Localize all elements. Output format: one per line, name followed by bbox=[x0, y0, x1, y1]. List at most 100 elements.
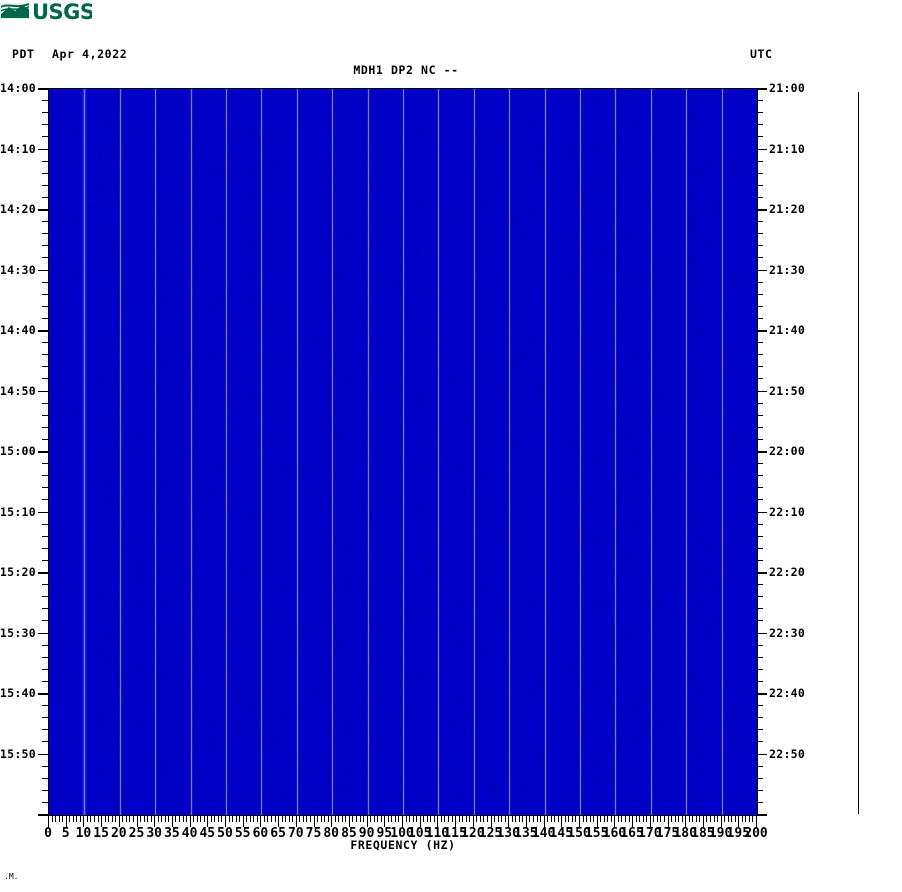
freq-tick-minor bbox=[321, 816, 322, 822]
time-tick-minor bbox=[42, 705, 48, 706]
freq-tick-minor bbox=[657, 816, 658, 822]
freq-tick-minor bbox=[519, 816, 520, 822]
freq-tick-minor bbox=[593, 816, 594, 822]
freq-tick-minor bbox=[444, 816, 445, 822]
freq-tick-minor bbox=[696, 816, 697, 822]
time-tick-minor bbox=[42, 584, 48, 585]
freq-tick-minor bbox=[480, 816, 481, 822]
freq-tick-minor bbox=[494, 816, 495, 822]
time-tick-minor bbox=[757, 584, 763, 585]
freq-tick-minor bbox=[80, 816, 81, 822]
freq-tick-minor bbox=[186, 816, 187, 822]
time-tick-minor bbox=[757, 487, 763, 488]
time-tick-minor bbox=[757, 161, 763, 162]
freq-tick-minor bbox=[147, 816, 148, 822]
spectrogram-image bbox=[49, 89, 757, 815]
freq-tick-minor bbox=[423, 816, 424, 822]
freq-tick-minor bbox=[448, 816, 449, 822]
freq-tick-minor bbox=[218, 816, 219, 822]
freq-tick-minor bbox=[476, 816, 477, 822]
freq-tick-minor bbox=[370, 816, 371, 822]
freq-tick-minor bbox=[211, 816, 212, 822]
freq-tick-minor bbox=[175, 816, 176, 822]
time-tick-minor bbox=[42, 657, 48, 658]
time-tick-major bbox=[38, 270, 48, 272]
freq-tick-minor bbox=[572, 816, 573, 822]
freq-tick-minor bbox=[165, 816, 166, 822]
time-tick-minor bbox=[42, 282, 48, 283]
time-tick-minor bbox=[757, 221, 763, 222]
time-tick-minor bbox=[757, 766, 763, 767]
freq-tick-minor bbox=[363, 816, 364, 822]
time-tick-minor bbox=[42, 741, 48, 742]
left-time-label: 15:40 bbox=[0, 686, 36, 700]
time-tick-major bbox=[757, 754, 767, 756]
time-tick-minor bbox=[42, 403, 48, 404]
corner-mark: .M. bbox=[4, 872, 18, 881]
freq-tick-minor bbox=[752, 816, 753, 822]
time-tick-minor bbox=[42, 778, 48, 779]
time-tick-minor bbox=[757, 524, 763, 525]
freq-tick-minor bbox=[168, 816, 169, 822]
freq-tick-minor bbox=[413, 816, 414, 822]
freq-tick-minor bbox=[303, 816, 304, 822]
left-time-label: 15:20 bbox=[0, 565, 36, 579]
freq-tick-minor bbox=[129, 816, 130, 822]
time-tick-minor bbox=[42, 729, 48, 730]
freq-tick-minor bbox=[299, 816, 300, 822]
left-time-label: 15:50 bbox=[0, 747, 36, 761]
freq-tick-minor bbox=[710, 816, 711, 822]
freq-tick-minor bbox=[575, 816, 576, 822]
freq-tick-minor bbox=[388, 816, 389, 822]
freq-tick-minor bbox=[689, 816, 690, 822]
time-tick-minor bbox=[42, 790, 48, 791]
freq-tick-minor bbox=[671, 816, 672, 822]
time-tick-major bbox=[757, 391, 767, 393]
right-time-label: 21:20 bbox=[769, 202, 805, 216]
freq-tick-minor bbox=[537, 816, 538, 822]
freq-tick-minor bbox=[374, 816, 375, 822]
freq-tick-minor bbox=[250, 816, 251, 822]
time-tick-major bbox=[757, 209, 767, 211]
freq-tick-minor bbox=[434, 816, 435, 822]
left-time-label: 14:40 bbox=[0, 323, 36, 337]
time-tick-minor bbox=[757, 100, 763, 101]
time-tick-minor bbox=[42, 560, 48, 561]
freq-tick-minor bbox=[257, 816, 258, 822]
freq-tick-minor bbox=[462, 816, 463, 822]
time-tick-major bbox=[757, 270, 767, 272]
time-tick-minor bbox=[42, 100, 48, 101]
freq-tick-minor bbox=[377, 816, 378, 822]
freq-tick-minor bbox=[144, 816, 145, 822]
left-time-label: 14:00 bbox=[0, 81, 36, 95]
spectrogram-plot-area[interactable] bbox=[48, 88, 758, 816]
freq-tick-minor bbox=[105, 816, 106, 822]
freq-tick-minor bbox=[639, 816, 640, 822]
time-tick-minor bbox=[42, 221, 48, 222]
freq-tick-minor bbox=[554, 816, 555, 822]
freq-tick-minor bbox=[678, 816, 679, 822]
freq-tick-minor bbox=[151, 816, 152, 822]
time-tick-minor bbox=[757, 681, 763, 682]
freq-tick-minor bbox=[731, 816, 732, 822]
time-tick-major bbox=[38, 633, 48, 635]
freq-tick-minor bbox=[568, 816, 569, 822]
freq-tick-minor bbox=[611, 816, 612, 822]
freq-tick-minor bbox=[214, 816, 215, 822]
freq-tick-minor bbox=[140, 816, 141, 822]
freq-tick-minor bbox=[133, 816, 134, 822]
freq-tick-minor bbox=[90, 816, 91, 822]
time-tick-minor bbox=[757, 439, 763, 440]
time-tick-minor bbox=[42, 124, 48, 125]
right-time-label: 22:20 bbox=[769, 565, 805, 579]
time-tick-major bbox=[757, 572, 767, 574]
time-tick-minor bbox=[757, 136, 763, 137]
time-tick-minor bbox=[757, 185, 763, 186]
left-time-axis bbox=[38, 88, 48, 815]
time-tick-minor bbox=[757, 802, 763, 803]
time-tick-major bbox=[38, 451, 48, 453]
freq-tick-minor bbox=[501, 816, 502, 822]
freq-tick-minor bbox=[282, 816, 283, 822]
time-tick-minor bbox=[757, 596, 763, 597]
freq-tick-minor bbox=[115, 816, 116, 822]
